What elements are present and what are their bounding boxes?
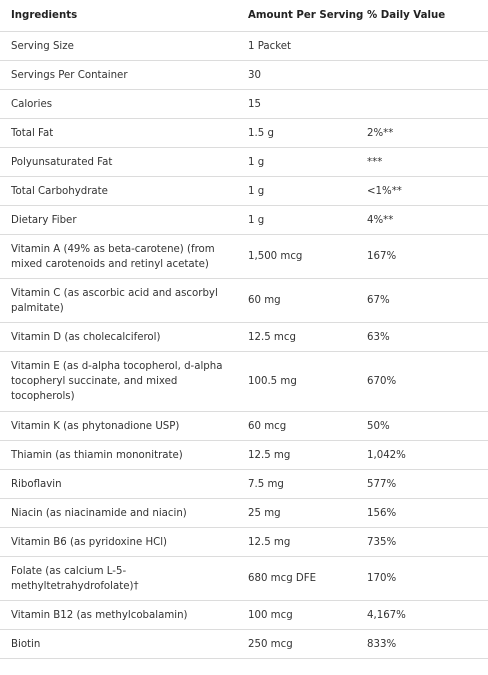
table-row: Calories 15 — [0, 89, 488, 119]
amount-cell: 12.5 mg — [244, 440, 365, 470]
ingredient-cell: Total Fat — [0, 118, 244, 148]
daily-value-cell: <1%** — [365, 176, 488, 206]
ingredient-cell: Vitamin D (as cholecalciferol) — [0, 322, 244, 352]
table-row: Riboflavin 7.5 mg 577% — [0, 469, 488, 499]
daily-value-cell: 156% — [365, 498, 488, 528]
table-row: Thiamin (as thiamin mononitrate) 12.5 mg 1… — [0, 440, 488, 470]
ingredient-cell: Biotin — [0, 629, 244, 659]
ingredient-cell: Servings Per Container — [0, 60, 244, 90]
ingredient-cell: Riboflavin — [0, 469, 244, 499]
table-row: Vitamin A (49% as beta-carotene) (from m… — [0, 234, 488, 279]
amount-cell: 100.5 mg — [244, 351, 365, 412]
daily-value-cell: 670% — [365, 351, 488, 412]
table-row: Vitamin D (as cholecalciferol) 12.5 mcg 63… — [0, 322, 488, 352]
ingredient-cell: Folate (as calcium L-5-methyltetrahydrof… — [0, 556, 244, 601]
amount-cell: 15 — [244, 89, 365, 119]
table-row: Serving Size 1 Packet — [0, 31, 488, 61]
daily-value-cell: 170% — [365, 556, 488, 601]
daily-value-cell: 4%** — [365, 205, 488, 235]
amount-cell: 12.5 mcg — [244, 322, 365, 352]
amount-cell: 30 — [244, 60, 365, 90]
amount-cell: 1 g — [244, 147, 365, 177]
daily-value-cell: 735% — [365, 527, 488, 557]
table-row: Vitamin B12 (as methylcobalamin) 100 mcg 4… — [0, 600, 488, 630]
table-row: Folate (as calcium L-5-methyltetrahydrof… — [0, 556, 488, 601]
table-row: Total Carbohydrate 1 g <1%** — [0, 176, 488, 206]
table-row: Servings Per Container 30 — [0, 60, 488, 90]
daily-value-cell: *** — [365, 147, 488, 177]
table-row: Total Fat 1.5 g 2%** — [0, 118, 488, 148]
table-row: Biotin 250 mcg 833% — [0, 629, 488, 659]
amount-cell: 1,500 mcg — [244, 234, 365, 279]
amount-cell: 60 mcg — [244, 411, 365, 441]
amount-cell: 1 Packet — [244, 31, 365, 61]
table-row: Vitamin K (as phytonadione USP) 60 mcg 50% — [0, 411, 488, 441]
daily-value-cell: 50% — [365, 411, 488, 441]
daily-value-cell: 833% — [365, 629, 488, 659]
amount-cell: 680 mcg DFE — [244, 556, 365, 601]
nutrition-facts-table: Ingredients Amount Per Serving % Daily V… — [0, 0, 488, 659]
ingredient-cell: Calories — [0, 89, 244, 119]
table-body: Serving Size 1 Packet Servings Per Contain… — [0, 31, 488, 659]
table-row: Niacin (as niacinamide and niacin) 25 mg 1… — [0, 498, 488, 528]
daily-value-cell: 1,042% — [365, 440, 488, 470]
amount-cell: 1.5 g — [244, 118, 365, 148]
header-amount-per-serving: Amount Per Serving — [244, 0, 365, 32]
table-row: Vitamin E (as d-alpha tocopherol, d-alph… — [0, 351, 488, 412]
daily-value-cell — [365, 31, 488, 61]
daily-value-cell: 2%** — [365, 118, 488, 148]
table-row: Vitamin B6 (as pyridoxine HCl) 12.5 mg 735… — [0, 527, 488, 557]
table-row: Dietary Fiber 1 g 4%** — [0, 205, 488, 235]
ingredient-cell: Niacin (as niacinamide and niacin) — [0, 498, 244, 528]
amount-cell: 250 mcg — [244, 629, 365, 659]
amount-cell: 12.5 mg — [244, 527, 365, 557]
ingredient-cell: Dietary Fiber — [0, 205, 244, 235]
ingredient-cell: Vitamin E (as d-alpha tocopherol, d-alph… — [0, 351, 244, 412]
table-header: Ingredients Amount Per Serving % Daily V… — [0, 0, 488, 32]
ingredient-cell: Vitamin K (as phytonadione USP) — [0, 411, 244, 441]
daily-value-cell: 167% — [365, 234, 488, 279]
daily-value-cell: 63% — [365, 322, 488, 352]
amount-cell: 1 g — [244, 205, 365, 235]
ingredient-cell: Vitamin A (49% as beta-carotene) (from m… — [0, 234, 244, 279]
ingredient-cell: Vitamin B6 (as pyridoxine HCl) — [0, 527, 244, 557]
daily-value-cell — [365, 89, 488, 119]
header-daily-value: % Daily Value — [365, 0, 488, 32]
ingredient-cell: Serving Size — [0, 31, 244, 61]
header-row: Ingredients Amount Per Serving % Daily V… — [0, 0, 488, 32]
amount-cell: 60 mg — [244, 278, 365, 323]
daily-value-cell — [365, 60, 488, 90]
amount-cell: 25 mg — [244, 498, 365, 528]
daily-value-cell: 577% — [365, 469, 488, 499]
daily-value-cell: 4,167% — [365, 600, 488, 630]
ingredient-cell: Thiamin (as thiamin mononitrate) — [0, 440, 244, 470]
amount-cell: 100 mcg — [244, 600, 365, 630]
table-row: Vitamin C (as ascorbic acid and ascorbyl… — [0, 278, 488, 323]
table-row: Polyunsaturated Fat 1 g *** — [0, 147, 488, 177]
header-ingredients: Ingredients — [0, 0, 244, 32]
ingredient-cell: Total Carbohydrate — [0, 176, 244, 206]
amount-cell: 7.5 mg — [244, 469, 365, 499]
ingredient-cell: Polyunsaturated Fat — [0, 147, 244, 177]
ingredient-cell: Vitamin C (as ascorbic acid and ascorbyl… — [0, 278, 244, 323]
ingredient-cell: Vitamin B12 (as methylcobalamin) — [0, 600, 244, 630]
daily-value-cell: 67% — [365, 278, 488, 323]
amount-cell: 1 g — [244, 176, 365, 206]
